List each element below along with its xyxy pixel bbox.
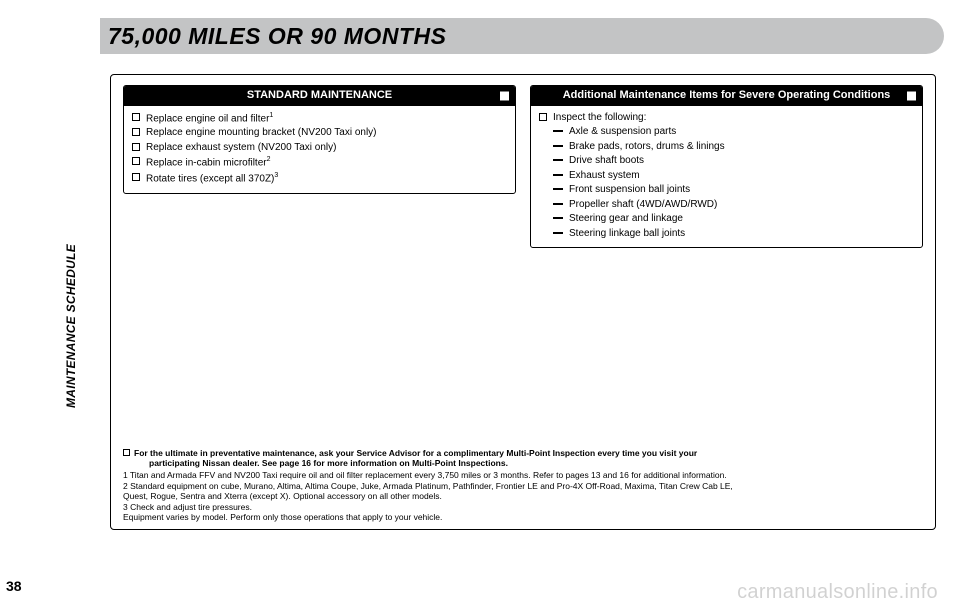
severe-box: Additional Maintenance Items for Severe … <box>530 85 923 248</box>
dash-icon <box>553 232 563 234</box>
item-text: Front suspension ball joints <box>569 183 690 197</box>
dash-icon <box>553 130 563 132</box>
watermark: carmanualsonline.info <box>737 581 938 604</box>
list-item: Rotate tires (except all 370Z)3 <box>132 171 507 186</box>
superscript: 2 <box>267 156 271 163</box>
content-frame: STANDARD MAINTENANCE Replace engine oil … <box>110 74 936 530</box>
columns: STANDARD MAINTENANCE Replace engine oil … <box>111 75 935 252</box>
list-item: Front suspension ball joints <box>539 183 914 197</box>
footnote-lead-1: For the ultimate in preventative mainten… <box>134 448 697 458</box>
footnote-2a: 2 Standard equipment on cube, Murano, Al… <box>123 481 923 492</box>
list-item: Propeller shaft (4WD/AWD/RWD) <box>539 198 914 212</box>
severe-items: Axle & suspension partsBrake pads, rotor… <box>539 125 914 240</box>
list-item: Exhaust system <box>539 169 914 183</box>
list-item: Replace exhaust system (NV200 Taxi only) <box>132 141 507 155</box>
footnote-1: 1 Titan and Armada FFV and NV200 Taxi re… <box>123 470 923 481</box>
list-item: Steering gear and linkage <box>539 212 914 226</box>
footnote-2b: Quest, Rogue, Sentra and Xterra (except … <box>123 491 923 502</box>
checkbox-icon <box>132 173 140 181</box>
superscript: 1 <box>269 112 273 119</box>
footnote-lead-2: participating Nissan dealer. See page 16… <box>134 458 697 469</box>
dash-icon <box>553 145 563 147</box>
list-item: Steering linkage ball joints <box>539 227 914 241</box>
title-pill: 75,000 MILES OR 90 MONTHS <box>100 18 944 54</box>
item-text: Steering linkage ball joints <box>569 227 685 241</box>
checkbox-icon <box>500 91 509 100</box>
item-text: Replace engine oil and filter1 <box>146 111 273 126</box>
footnote-3: 3 Check and adjust tire pressures. <box>123 502 923 513</box>
item-text: Brake pads, rotors, drums & linings <box>569 140 725 154</box>
list-item: Drive shaft boots <box>539 154 914 168</box>
dash-icon <box>553 159 563 161</box>
dash-icon <box>553 203 563 205</box>
item-text: Exhaust system <box>569 169 640 183</box>
footnotes: For the ultimate in preventative mainten… <box>123 448 923 523</box>
severe-header-text: Additional Maintenance Items for Severe … <box>563 89 891 101</box>
checkbox-icon <box>123 449 130 456</box>
footnote-lead: For the ultimate in preventative mainten… <box>123 448 923 469</box>
item-text: Steering gear and linkage <box>569 212 683 226</box>
dash-icon <box>553 217 563 219</box>
standard-header: STANDARD MAINTENANCE <box>124 86 515 106</box>
item-text: Rotate tires (except all 370Z)3 <box>146 171 278 186</box>
checkbox-icon <box>132 113 140 121</box>
checkbox-icon <box>132 143 140 151</box>
severe-lead-row: Inspect the following: <box>539 111 914 125</box>
list-item: Replace engine oil and filter1 <box>132 111 507 126</box>
item-text: Replace in-cabin microfilter2 <box>146 155 271 170</box>
standard-body: Replace engine oil and filter1Replace en… <box>124 106 515 193</box>
item-text: Replace exhaust system (NV200 Taxi only) <box>146 141 336 155</box>
item-text: Drive shaft boots <box>569 154 644 168</box>
list-item: Axle & suspension parts <box>539 125 914 139</box>
standard-box: STANDARD MAINTENANCE Replace engine oil … <box>123 85 516 194</box>
superscript: 3 <box>274 172 278 179</box>
col-severe: Additional Maintenance Items for Severe … <box>530 85 923 248</box>
dash-icon <box>553 174 563 176</box>
side-label-text: MAINTENANCE SCHEDULE <box>64 244 78 408</box>
page-number: 38 <box>6 578 22 594</box>
list-item: Replace engine mounting bracket (NV200 T… <box>132 126 507 140</box>
checkbox-icon <box>132 128 140 136</box>
dash-icon <box>553 188 563 190</box>
severe-header: Additional Maintenance Items for Severe … <box>531 86 922 106</box>
standard-header-text: STANDARD MAINTENANCE <box>247 89 392 101</box>
side-label: MAINTENANCE SCHEDULE <box>48 208 78 408</box>
severe-lead: Inspect the following: <box>553 111 646 125</box>
checkbox-icon <box>539 113 547 121</box>
footnote-4: Equipment varies by model. Perform only … <box>123 512 923 523</box>
checkbox-icon <box>132 157 140 165</box>
checkbox-icon <box>907 91 916 100</box>
list-item: Replace in-cabin microfilter2 <box>132 155 507 170</box>
list-item: Brake pads, rotors, drums & linings <box>539 140 914 154</box>
item-text: Replace engine mounting bracket (NV200 T… <box>146 126 377 140</box>
col-standard: STANDARD MAINTENANCE Replace engine oil … <box>123 85 516 248</box>
page-root: 75,000 MILES OR 90 MONTHS MAINTENANCE SC… <box>48 18 944 600</box>
page-title: 75,000 MILES OR 90 MONTHS <box>108 23 446 50</box>
item-text: Axle & suspension parts <box>569 125 676 139</box>
severe-body: Inspect the following: Axle & suspension… <box>531 106 922 248</box>
item-text: Propeller shaft (4WD/AWD/RWD) <box>569 198 717 212</box>
